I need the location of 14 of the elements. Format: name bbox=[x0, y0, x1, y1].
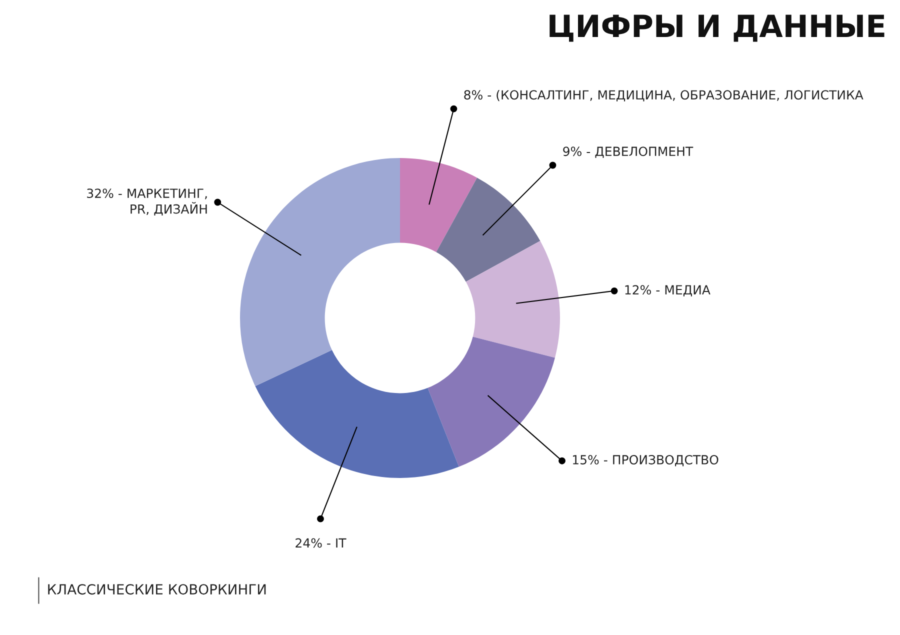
slice-label: 8% - (КОНСАЛТИНГ, МЕДИЦИНА, ОБРАЗОВАНИЕ, ЛОГИСТИКА bbox=[464, 90, 864, 102]
slice-label: 12% - МЕДИА bbox=[625, 285, 710, 296]
slice-label: 32% - МАРКЕТИНГ, PR, ДИЗАЙН bbox=[87, 188, 207, 216]
text: КЛАССИЧЕСКИЕ КОВОРКИНГИ bbox=[48, 584, 266, 595]
slice-label: 15% - ПРОИЗВОДСТВО bbox=[572, 455, 718, 466]
slice-label: 24% - IT bbox=[296, 538, 346, 548]
chart-title: ЦИФРЫ И ДАННЫЕ bbox=[550, 14, 884, 42]
donut-slice bbox=[240, 158, 400, 386]
donut-slice bbox=[436, 178, 540, 282]
donut-slice bbox=[428, 336, 555, 467]
donut-slice bbox=[400, 158, 478, 252]
slice-label: 9% - ДЕВЕЛОПМЕНТ bbox=[563, 146, 694, 158]
donut-slice bbox=[466, 240, 560, 358]
donut-slice bbox=[255, 350, 459, 478]
